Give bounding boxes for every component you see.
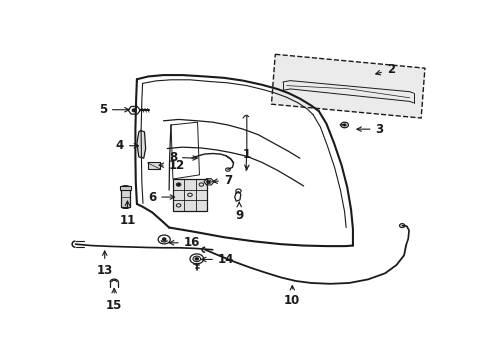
Circle shape [177,184,180,185]
Bar [173,179,206,211]
Text: 12: 12 [159,159,184,172]
Bar [120,186,131,190]
Polygon shape [147,162,160,169]
Text: 2: 2 [375,63,394,76]
Text: 10: 10 [284,285,300,307]
Text: 4: 4 [116,139,138,152]
Text: 8: 8 [168,151,197,164]
Text: 13: 13 [97,251,113,277]
Text: 9: 9 [235,202,243,221]
Text: 14: 14 [201,253,234,266]
Polygon shape [271,54,424,118]
Text: 15: 15 [106,288,122,312]
Bar [121,187,129,207]
Circle shape [132,109,136,112]
Text: 1: 1 [242,148,250,170]
Text: 7: 7 [212,174,231,187]
Circle shape [163,238,165,240]
Polygon shape [137,131,145,158]
Circle shape [343,124,346,126]
Circle shape [195,258,198,260]
Text: 5: 5 [99,103,129,116]
Text: 6: 6 [148,190,174,203]
Text: 11: 11 [119,201,135,227]
Text: 3: 3 [356,123,383,136]
Circle shape [208,181,209,183]
Text: 16: 16 [169,236,200,249]
